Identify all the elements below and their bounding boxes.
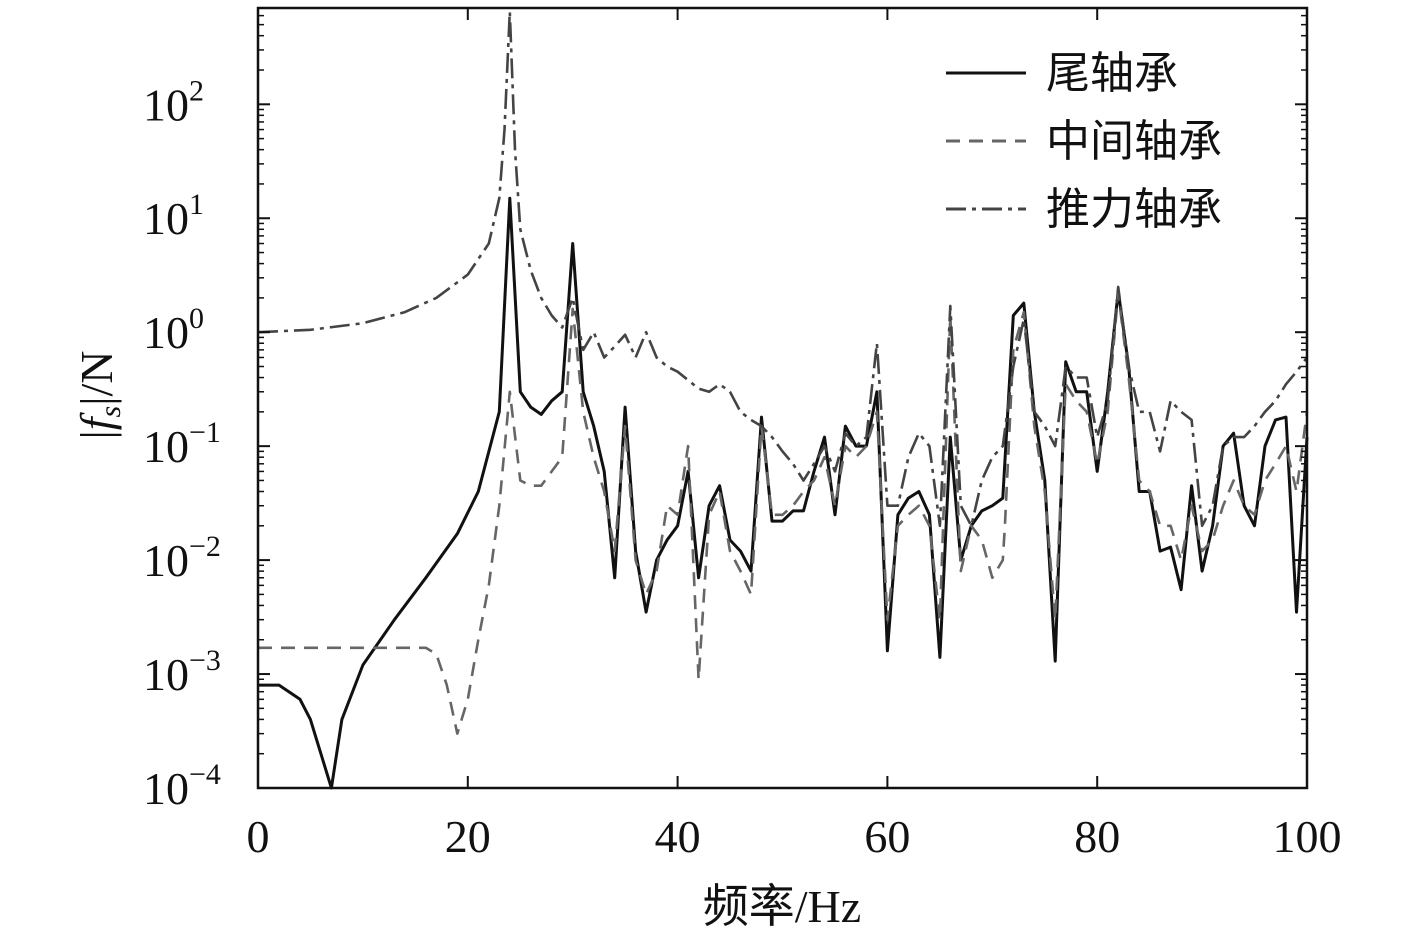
y-axis-label-sub: s bbox=[94, 406, 127, 418]
x-tick-label-1: 20 bbox=[445, 811, 491, 862]
y-tick-label-base-1: 10 bbox=[143, 649, 189, 700]
x-tick-label-3: 60 bbox=[864, 811, 910, 862]
y-axis-label: |fs|/N bbox=[71, 351, 127, 440]
y-tick-label-exp-1: −3 bbox=[189, 644, 221, 677]
y-tick-label-exp-3: −1 bbox=[189, 416, 221, 449]
y-tick-label-exp-6: 2 bbox=[189, 74, 204, 107]
legend-label-thrust: 推力轴承 bbox=[1046, 184, 1222, 235]
y-tick-label-exp-4: 0 bbox=[189, 302, 204, 335]
x-tick-label-5: 100 bbox=[1273, 811, 1342, 862]
y-axis-label-open: | bbox=[71, 430, 122, 439]
y-tick-label-exp-5: 1 bbox=[189, 188, 204, 221]
x-tick-label-2: 40 bbox=[655, 811, 701, 862]
y-tick-label-base-3: 10 bbox=[143, 421, 189, 472]
y-tick-label-base-4: 10 bbox=[143, 307, 189, 358]
y-tick-label-exp-0: −4 bbox=[189, 758, 221, 791]
y-axis-label-close: |/N bbox=[71, 351, 122, 406]
y-tick-label-base-2: 10 bbox=[143, 535, 189, 586]
chart: 0 20 40 60 80 100 10−410−310−210−1100101102 频… bbox=[0, 0, 1417, 928]
legend-label-tail: 尾轴承 bbox=[1046, 48, 1178, 99]
legend-label-intermediate: 中间轴承 bbox=[1046, 116, 1222, 167]
x-axis-label: 频率/Hz bbox=[703, 881, 861, 928]
y-tick-label-exp-2: −2 bbox=[189, 530, 221, 563]
y-tick-label-base-0: 10 bbox=[143, 763, 189, 814]
y-tick-label-base-6: 10 bbox=[143, 79, 189, 130]
x-tick-label-4: 80 bbox=[1074, 811, 1120, 862]
x-tick-label-0: 0 bbox=[247, 811, 270, 862]
y-tick-label-base-5: 10 bbox=[143, 193, 189, 244]
